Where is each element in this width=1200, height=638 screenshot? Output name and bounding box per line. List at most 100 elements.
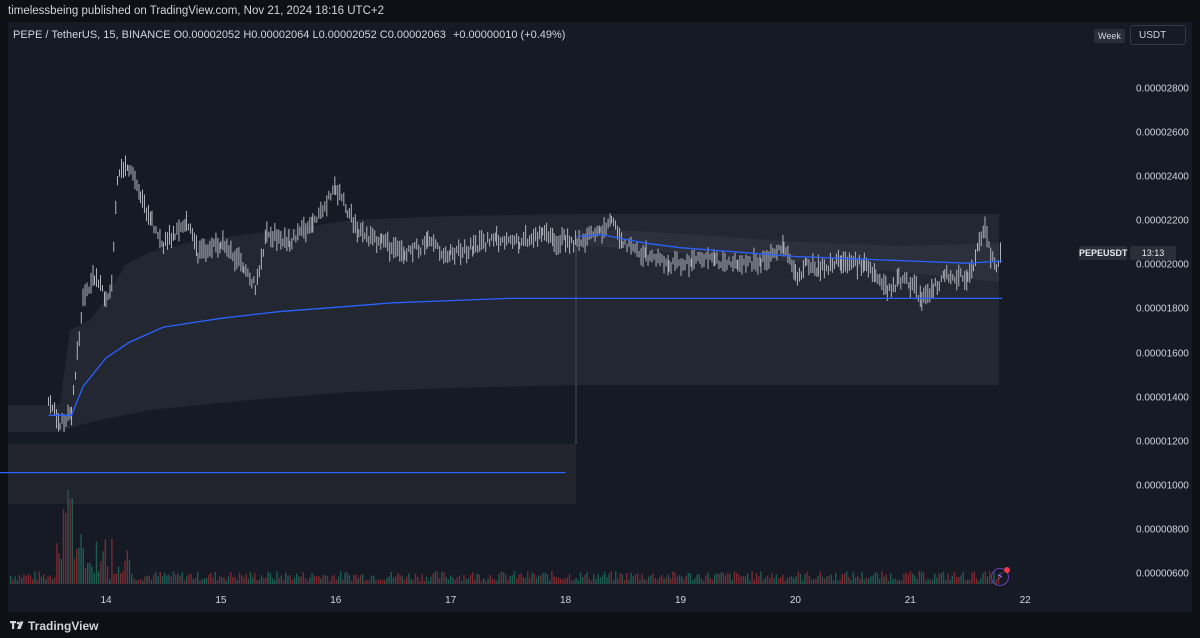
volume-bar: [89, 562, 91, 584]
volume-bar: [82, 547, 84, 584]
volume-bar: [527, 571, 529, 584]
volume-bar: [102, 551, 104, 584]
brand-name[interactable]: TradingView: [28, 619, 99, 633]
volume-bar: [887, 580, 890, 584]
volume-bar: [854, 577, 857, 584]
volume-bar: [810, 579, 813, 584]
volume-bar: [892, 579, 894, 584]
volume-bar: [692, 580, 694, 584]
volume-bar: [98, 571, 100, 584]
volume-bar: [49, 575, 51, 584]
volume-bar: [137, 580, 139, 584]
volume-bar: [978, 580, 980, 584]
volume-bar: [513, 571, 516, 584]
volume-bar: [298, 576, 300, 584]
volume-bar: [331, 576, 333, 584]
volume-bar: [920, 571, 923, 584]
volume-bar: [623, 580, 626, 584]
volume-bar: [348, 575, 351, 584]
volume-bar: [951, 575, 953, 584]
volume-bar: [672, 571, 674, 584]
volume-bar: [542, 572, 544, 584]
volume-bar: [575, 577, 577, 584]
volume-bar: [263, 578, 265, 584]
volume-bar: [564, 578, 566, 584]
volume-bar: [419, 580, 421, 584]
volume-bar: [819, 571, 821, 584]
volume-bar: [973, 571, 975, 584]
volume-bar: [78, 547, 80, 584]
price-axis-label: 0.00002400: [1136, 171, 1189, 183]
volume-bar: [300, 576, 302, 584]
volume-bar: [168, 574, 170, 584]
volume-bar: [861, 572, 863, 584]
volume-bar: [84, 567, 87, 584]
volume-bar: [815, 579, 817, 584]
volume-bar: [461, 580, 463, 584]
volume-bar: [579, 572, 582, 584]
volume-bar: [410, 578, 412, 584]
volume-bar: [216, 580, 219, 584]
currency-button[interactable]: USDT: [1130, 25, 1186, 45]
volume-bar: [243, 577, 245, 584]
volume-bar: [269, 573, 271, 584]
volume-bar: [159, 572, 161, 584]
price-axis-label: 0.00002600: [1136, 127, 1189, 139]
volume-bar: [656, 579, 659, 584]
price-axis-label: 0.00002800: [1136, 83, 1189, 95]
volume-bar: [738, 574, 740, 584]
volume-bar: [533, 573, 535, 584]
volume-bar: [918, 571, 920, 584]
volume-bar: [663, 578, 665, 584]
lightning-alert-icon[interactable]: ⚡: [991, 567, 1010, 586]
volume-bar: [480, 580, 483, 584]
volume-bar: [766, 575, 769, 584]
period-button[interactable]: Week: [1094, 29, 1125, 43]
volume-bar: [221, 576, 223, 584]
volume-bar: [714, 574, 716, 584]
volume-bar: [489, 574, 491, 584]
volume-bar: [659, 577, 661, 584]
volume-bar: [606, 577, 608, 584]
volume-bar: [247, 578, 249, 584]
volume-bar: [357, 578, 359, 584]
volume-bar: [747, 573, 749, 584]
volume-bar: [945, 580, 947, 584]
volume-bar: [201, 579, 203, 584]
volume-bar: [447, 579, 450, 584]
indicator-lines: [0, 233, 1003, 474]
volume-bar: [252, 577, 254, 584]
tradingview-logo-icon[interactable]: [10, 620, 24, 630]
time-axis-label: 20: [789, 595, 801, 606]
volume-bar: [403, 579, 406, 584]
volume-bar: [689, 573, 692, 584]
open-label: O: [173, 29, 183, 41]
volume-bar: [498, 573, 500, 584]
volume-bar: [179, 575, 181, 584]
volume-bar: [683, 579, 685, 584]
volume-bar: [786, 578, 788, 584]
volume-bar: [839, 579, 841, 584]
volume-bar: [192, 578, 194, 584]
volume-bar: [744, 576, 747, 584]
volume-bar: [637, 573, 639, 584]
volume-bar: [32, 579, 34, 584]
volume-bar: [439, 577, 441, 584]
volume-bar: [758, 576, 760, 584]
volume-bar: [751, 571, 753, 584]
volume-bar: [711, 579, 714, 584]
volume-bar: [777, 578, 780, 584]
volume-bar: [62, 509, 65, 584]
volume-bar: [650, 575, 652, 584]
volume-bar: [95, 541, 98, 584]
volume-bar: [793, 578, 795, 584]
price-axis-label: 0.00001200: [1136, 436, 1189, 448]
volume-bar: [727, 572, 729, 584]
volume-bar: [287, 575, 289, 584]
prior-vwap-band: [8, 444, 576, 504]
volume-bar: [799, 573, 802, 584]
volume-bar: [197, 571, 199, 584]
anchored-vwap-band: [8, 214, 999, 432]
volume-bar: [456, 577, 458, 584]
